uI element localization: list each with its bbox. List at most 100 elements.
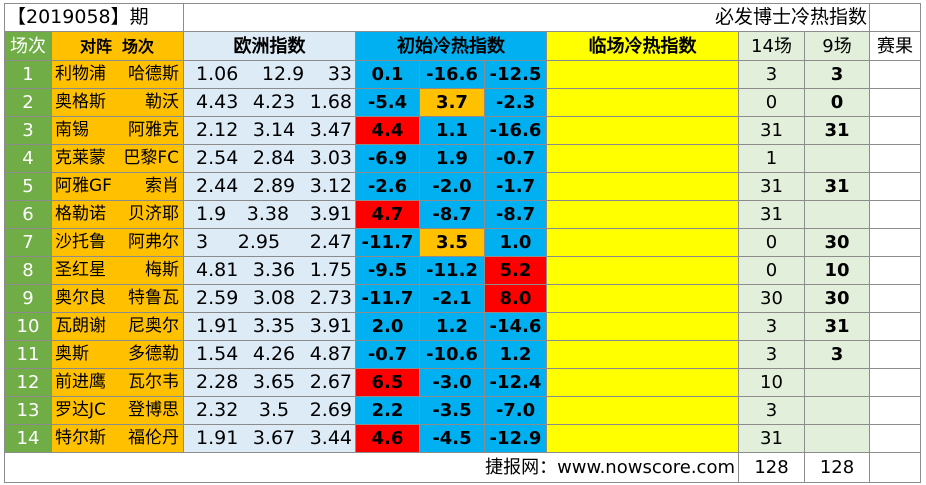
euro-odds-draw: 3.5 (258, 399, 290, 421)
count-14-cell: 31 (738, 116, 805, 145)
away-team: 福伦丹 (128, 428, 179, 448)
table-row: 11 奥斯 多德勒 1.54 4.26 4.87 -0.7 -10.6 1.2 3 3 (4, 340, 921, 369)
match-teams: 克莱蒙 巴黎FC (51, 144, 184, 173)
home-team: 圣红星 (55, 260, 106, 280)
euro-odds-away: 3.03 (309, 147, 352, 169)
euro-odds: 1.91 3.67 3.44 (183, 424, 356, 453)
home-team: 奥斯 (55, 344, 89, 364)
euro-odds: 1.54 4.26 4.87 (183, 340, 356, 369)
match-index: 9 (4, 284, 52, 313)
euro-odds-home: 1.54 (196, 343, 239, 365)
lottery-index-table: 【2019058】期 必发博士冷热指数 场次 对阵 场次 欧洲指数 初始冷热指数… (4, 3, 921, 483)
euro-odds-draw: 3.14 (252, 119, 296, 141)
euro-odds-home: 2.54 (196, 147, 239, 169)
match-teams: 奥尔良 特鲁瓦 (51, 284, 184, 313)
match-teams: 奥格斯 勒沃 (51, 88, 184, 117)
euro-odds: 2.59 3.08 2.73 (183, 284, 356, 313)
euro-odds: 4.81 3.36 1.75 (183, 256, 356, 285)
result-cell (869, 116, 921, 145)
euro-odds-home: 1.91 (196, 315, 239, 337)
away-team: 登博思 (128, 400, 179, 420)
count-9-cell: 30 (804, 228, 870, 257)
euro-odds-draw: 3.67 (252, 427, 296, 449)
initial-index-1: 0.1 (355, 60, 420, 89)
away-team: 特鲁瓦 (128, 288, 179, 308)
euro-odds-home: 2.12 (196, 119, 239, 141)
initial-index-2: -3.5 (419, 396, 485, 425)
count-9-cell: 30 (804, 284, 870, 313)
count-9-cell: 3 (804, 60, 870, 89)
euro-odds: 1.06 12.9 33 (183, 60, 356, 89)
table-row: 3 南锡 阿雅克 2.12 3.14 3.47 4.4 1.1 -16.6 31 31 (4, 116, 921, 145)
count-14-cell: 30 (738, 284, 805, 313)
live-index-cell (546, 116, 739, 145)
match-index: 1 (4, 60, 52, 89)
match-teams: 奥斯 多德勒 (51, 340, 184, 369)
count-9-cell: 31 (804, 172, 870, 201)
count-14-cell: 31 (738, 200, 805, 229)
result-cell (869, 284, 921, 313)
euro-odds-away: 3.47 (309, 119, 352, 141)
initial-index-3: -12.9 (484, 424, 547, 453)
away-team: 瓦尔韦 (128, 372, 179, 392)
initial-index-3: 5.2 (484, 256, 547, 285)
live-index-cell (546, 228, 739, 257)
euro-odds-home: 2.44 (196, 175, 239, 197)
match-teams: 特尔斯 福伦丹 (51, 424, 184, 453)
initial-index-2: -2.1 (419, 284, 485, 313)
count-14-cell: 0 (738, 228, 805, 257)
title-row: 【2019058】期 必发博士冷热指数 (4, 3, 921, 32)
initial-index-2: -16.6 (419, 60, 485, 89)
count-9-cell (804, 368, 870, 397)
initial-index-1: -2.6 (355, 172, 420, 201)
match-index: 11 (4, 340, 52, 369)
match-index: 3 (4, 116, 52, 145)
initial-index-3: -7.0 (484, 396, 547, 425)
euro-odds: 1.9 3.38 3.91 (183, 200, 356, 229)
initial-index-2: 3.5 (419, 228, 485, 257)
count-9-cell: 0 (804, 88, 870, 117)
count-9-cell (804, 396, 870, 425)
match-teams: 沙托鲁 阿弗尔 (51, 228, 184, 257)
initial-index-3: -8.7 (484, 200, 547, 229)
initial-index-1: 4.7 (355, 200, 420, 229)
euro-odds-draw: 4.23 (252, 91, 296, 113)
result-cell (869, 256, 921, 285)
initial-index-2: -4.5 (419, 424, 485, 453)
euro-odds-home: 4.81 (196, 259, 239, 281)
initial-index-3: 8.0 (484, 284, 547, 313)
initial-index-1: -0.7 (355, 340, 420, 369)
match-index: 10 (4, 312, 52, 341)
count-14-cell: 3 (738, 60, 805, 89)
result-cell (869, 368, 921, 397)
count-9-cell: 10 (804, 256, 870, 285)
live-index-cell (546, 172, 739, 201)
home-team: 沙托鲁 (55, 232, 106, 252)
footer-result-blank (869, 452, 921, 483)
initial-index-2: 3.7 (419, 88, 485, 117)
header-result: 赛果 (869, 31, 921, 61)
table-row: 14 特尔斯 福伦丹 1.91 3.67 3.44 4.6 -4.5 -12.9 31 (4, 424, 921, 453)
count-9-cell (804, 200, 870, 229)
initial-index-3: 1.0 (484, 228, 547, 257)
match-teams: 瓦朗谢 尼奥尔 (51, 312, 184, 341)
away-team: 阿弗尔 (128, 232, 179, 252)
initial-index-3: -1.7 (484, 172, 547, 201)
header-euro-index: 欧洲指数 (183, 31, 356, 61)
title-blank-cell (869, 3, 921, 32)
euro-odds-away: 1.75 (309, 259, 352, 281)
result-cell (869, 88, 921, 117)
euro-odds-home: 2.32 (196, 399, 239, 421)
euro-odds: 2.28 3.65 2.67 (183, 368, 356, 397)
away-team: 多德勒 (128, 344, 179, 364)
euro-odds-away: 33 (327, 63, 352, 85)
match-teams: 南锡 阿雅克 (51, 116, 184, 145)
initial-index-1: -11.7 (355, 228, 420, 257)
table-row: 6 格勒诺 贝济耶 1.9 3.38 3.91 4.7 -8.7 -8.7 31 (4, 200, 921, 229)
euro-odds-draw: 3.65 (252, 371, 296, 393)
initial-index-1: 2.2 (355, 396, 420, 425)
table-row: 7 沙托鲁 阿弗尔 3 2.95 2.47 -11.7 3.5 1.0 0 30 (4, 228, 921, 257)
live-index-cell (546, 284, 739, 313)
euro-odds: 2.54 2.84 3.03 (183, 144, 356, 173)
live-index-cell (546, 312, 739, 341)
